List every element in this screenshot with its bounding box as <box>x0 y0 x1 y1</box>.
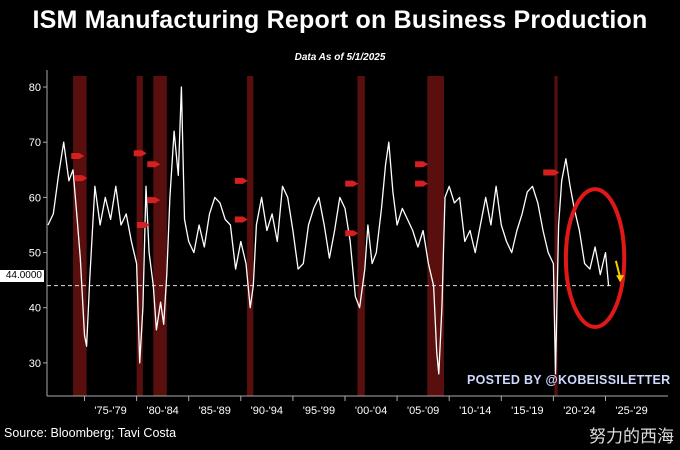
recession-bands <box>73 76 558 396</box>
y-tick-label: 80 <box>29 82 41 94</box>
peak-marker <box>147 161 161 168</box>
recession-band <box>357 76 365 396</box>
recession-band <box>153 76 167 396</box>
peak-marker <box>345 180 359 187</box>
peak-marker <box>415 161 429 168</box>
x-tick-label: '25-'29 <box>615 405 647 417</box>
watermark: 努力的西海 <box>589 427 674 446</box>
peak-marker <box>234 216 248 223</box>
peak-marker <box>71 153 85 159</box>
y-tick-label: 50 <box>29 248 41 260</box>
chart-subtitle: Data As of 5/1/2025 <box>294 52 386 63</box>
recession-band <box>73 76 87 396</box>
x-tick-label: '85-'89 <box>199 405 231 417</box>
x-tick-label: '10-'14 <box>459 405 491 417</box>
y-tick-label: 40 <box>29 303 41 315</box>
recession-band <box>554 76 558 396</box>
y-tick-label: 60 <box>29 192 41 204</box>
x-tick-label: '75-'79 <box>94 405 126 417</box>
peak-marker <box>74 175 88 182</box>
highlight-circle <box>563 187 627 330</box>
axes: 30 40 50 60 70 80 '75-'79 '80-'84 '85-'89 '90-'94… <box>29 70 668 417</box>
recession-band <box>427 76 444 396</box>
peak-marker <box>136 221 150 228</box>
x-tick-label: '05-'09 <box>407 405 439 417</box>
x-tick-label: '00-'04 <box>355 405 387 417</box>
peak-marker <box>345 230 359 237</box>
y-tick-label: 70 <box>29 137 41 149</box>
trend-arrow-shaft <box>614 260 622 278</box>
trend-arrow-head <box>616 275 625 283</box>
x-tick-label: '95-'99 <box>303 405 335 417</box>
x-tick-label: '80-'84 <box>146 405 178 417</box>
series-layer <box>47 86 610 375</box>
source-note: Source: Bloomberg; Tavi Costa <box>4 426 177 440</box>
reference-line-label: 44.0000 <box>0 270 44 282</box>
posted-by-label: POSTED BY @KOBEISSILETTER <box>467 373 671 387</box>
annotation-layer <box>71 150 627 330</box>
peak-marker <box>234 177 248 184</box>
peak-marker <box>133 150 147 157</box>
peak-marker <box>546 169 560 176</box>
series-line <box>47 86 610 375</box>
peak-marker <box>147 197 161 204</box>
x-tick-label: '20-'24 <box>563 405 595 417</box>
chart-title: ISM Manufacturing Report on Business Pro… <box>32 6 648 34</box>
recession-band <box>136 76 143 396</box>
recession-band <box>247 76 254 396</box>
x-tick-label: '90-'94 <box>251 405 283 417</box>
y-tick-label: 30 <box>29 358 41 370</box>
x-tick-label: '15-'19 <box>511 405 543 417</box>
peak-marker <box>415 180 429 187</box>
